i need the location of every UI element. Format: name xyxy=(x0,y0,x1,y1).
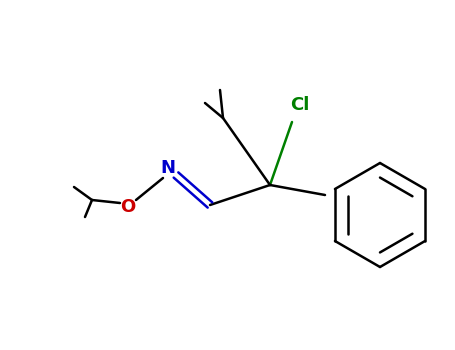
Text: N: N xyxy=(161,159,176,177)
Text: Cl: Cl xyxy=(290,96,310,114)
Text: O: O xyxy=(121,198,136,216)
